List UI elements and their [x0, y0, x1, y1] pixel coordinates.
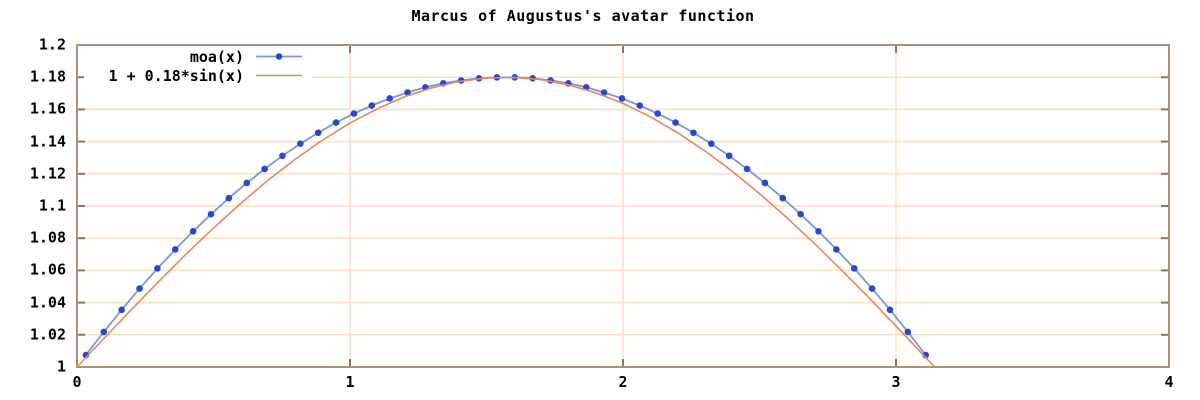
data-point [350, 110, 358, 117]
legend-sample-linespoints [256, 53, 302, 60]
data-point [886, 306, 894, 314]
data-point [404, 89, 411, 96]
legend-label-sin: 1 + 0.18*sin(x) [108, 66, 244, 85]
data-point [636, 102, 644, 109]
series-line-1 [76, 76, 936, 368]
legend-item-moa: moa(x) [84, 47, 312, 66]
data-point [672, 119, 679, 126]
data-point [797, 210, 804, 218]
data-point [368, 102, 376, 109]
legend-sample-marker [275, 53, 283, 60]
data-point [833, 246, 840, 253]
data-point [171, 246, 179, 253]
data-point [815, 227, 822, 235]
y-tick-label: 1.08 [29, 228, 66, 247]
legend-label-moa: moa(x) [189, 47, 244, 66]
data-point [386, 95, 393, 102]
data-point [136, 285, 143, 292]
data-point [100, 328, 108, 336]
data-point [207, 210, 215, 218]
data-point [243, 179, 251, 187]
y-tick-label: 1.18 [29, 67, 66, 86]
data-point [761, 179, 769, 187]
data-point [743, 165, 751, 173]
data-point [154, 265, 161, 272]
y-tick-label: 1.04 [29, 293, 66, 312]
x-tick-label: 4 [1164, 373, 1174, 391]
x-tick-label: 0 [72, 373, 82, 391]
y-tick-label: 1.14 [29, 132, 66, 151]
data-point [618, 95, 626, 102]
data-point [904, 328, 912, 336]
data-point [690, 129, 697, 137]
y-tick-label: 1.16 [29, 99, 66, 118]
data-point [850, 265, 858, 272]
x-tick-label: 3 [891, 373, 901, 391]
chart-title: Marcus of Augustus's avatar function [411, 7, 755, 25]
y-tick-label: 1.12 [29, 164, 66, 183]
x-tick-label: 1 [345, 373, 355, 391]
x-tick-label: 2 [618, 373, 628, 391]
data-point [279, 152, 286, 160]
y-tick-label: 1.2 [38, 35, 66, 54]
data-point [332, 119, 340, 126]
legend-sample-line-only [256, 74, 302, 77]
legend-item-sin: 1 + 0.18*sin(x) [84, 66, 312, 85]
data-point [314, 129, 322, 137]
data-point [118, 306, 125, 314]
data-point [600, 89, 608, 96]
y-tick-label: 1 [56, 357, 66, 376]
y-tick-label: 1.06 [29, 260, 66, 279]
data-point [779, 194, 787, 202]
data-point [225, 194, 233, 202]
data-point [297, 140, 304, 147]
data-point [189, 227, 197, 235]
data-point [261, 165, 268, 173]
legend: moa(x) 1 + 0.18*sin(x) [84, 47, 312, 85]
data-point [708, 140, 715, 147]
data-point [725, 152, 733, 160]
plot-border [76, 44, 1170, 368]
data-point [868, 285, 876, 292]
data-point [654, 110, 661, 117]
y-tick-label: 1.1 [38, 196, 66, 215]
y-tick-label: 1.02 [29, 325, 66, 344]
